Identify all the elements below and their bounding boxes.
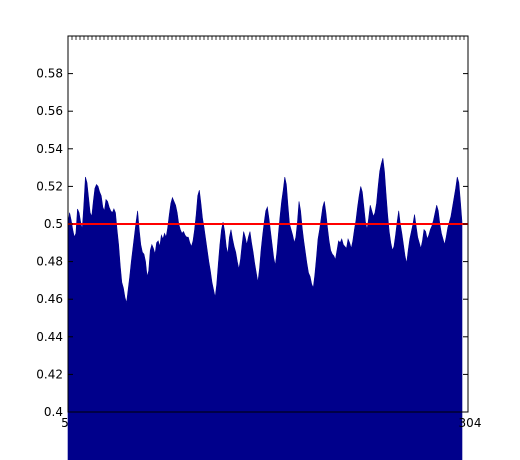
y-tick-label: 0.48 [36,255,63,269]
x-tick-label: 304 [459,416,482,430]
y-tick-label: 0.56 [36,104,63,118]
y-tick-label: 0.44 [36,330,63,344]
series-area [67,158,463,460]
y-tick-label: 0.46 [36,292,63,306]
x-ticks: 5 304 [61,36,481,430]
y-tick-label: 0.5 [44,217,63,231]
y-ticks: 0.4 0.42 0.44 0.46 0.48 0.5 0.52 0.54 0.56 0.58 [36,67,468,419]
y-tick-label: 0.54 [36,142,63,156]
area-fill-layer [67,158,463,460]
y-tick-label: 0.58 [36,67,63,81]
x-tick-label: 5 [61,416,69,430]
y-tick-label: 0.52 [36,179,63,193]
y-tick-label: 0.4 [44,405,63,419]
y-tick-label: 0.42 [36,367,63,381]
